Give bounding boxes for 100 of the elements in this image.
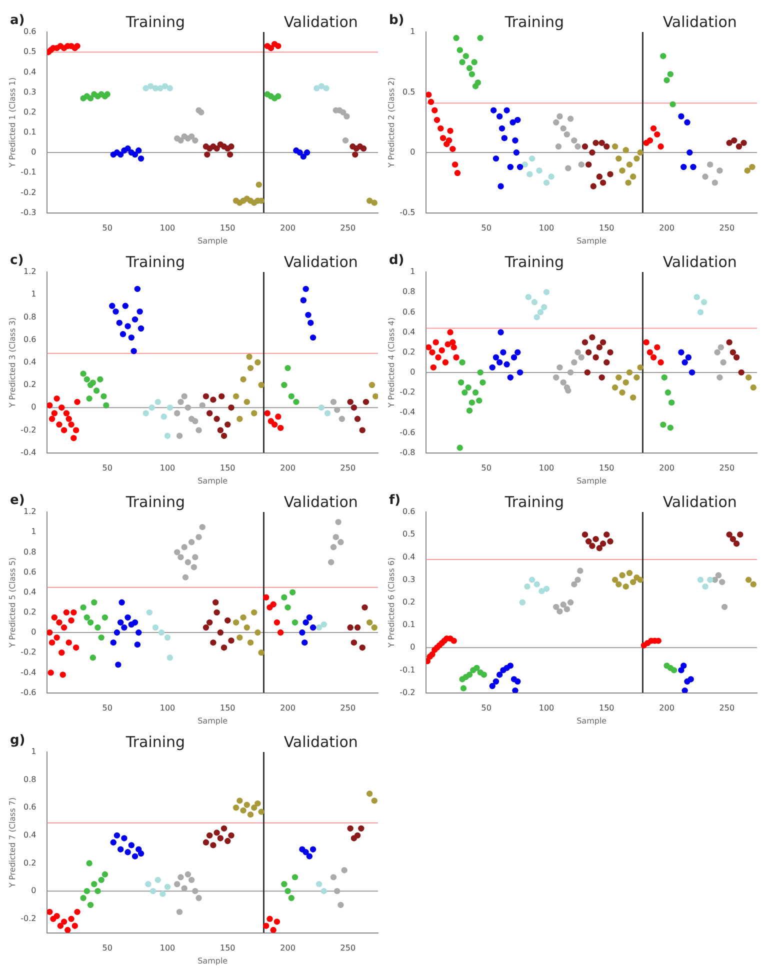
- point: [571, 359, 578, 366]
- point: [468, 71, 476, 78]
- point: [567, 116, 574, 122]
- text: Validation: [662, 13, 737, 31]
- y-axis-title: Y Predicted 7 (Class 7): [8, 797, 17, 888]
- point: [650, 354, 657, 360]
- point: [612, 143, 618, 150]
- point: [181, 393, 188, 400]
- point: [254, 800, 261, 807]
- point: [48, 416, 56, 422]
- point: [514, 678, 521, 685]
- point: [577, 568, 584, 574]
- point: [162, 83, 168, 90]
- x-tick-label: 100: [538, 224, 554, 233]
- point: [277, 424, 284, 432]
- point: [622, 147, 629, 154]
- point: [690, 164, 696, 170]
- point: [320, 621, 327, 628]
- text: Validation: [284, 13, 358, 31]
- point: [224, 838, 231, 844]
- point: [240, 614, 246, 621]
- point: [192, 554, 198, 560]
- point: [178, 554, 184, 560]
- point: [553, 374, 560, 381]
- x-tick-label: 100: [160, 704, 176, 713]
- point: [302, 619, 309, 626]
- point: [680, 662, 687, 669]
- point: [338, 539, 344, 546]
- point: [300, 153, 307, 160]
- y-tick-label: 0.3: [23, 87, 36, 96]
- point: [501, 134, 508, 142]
- point: [598, 140, 605, 146]
- point: [302, 639, 308, 646]
- point: [263, 594, 270, 600]
- point: [270, 601, 276, 608]
- point: [658, 143, 664, 150]
- chart-title: g): [10, 733, 26, 748]
- point: [706, 576, 714, 583]
- y-tick-label: -0.4: [20, 448, 36, 457]
- point: [320, 888, 327, 894]
- y-tick-label: 0.4: [402, 552, 416, 562]
- point: [429, 651, 436, 658]
- point: [220, 825, 228, 832]
- point: [178, 398, 184, 406]
- point: [121, 624, 128, 631]
- point: [244, 624, 250, 631]
- point: [122, 302, 128, 309]
- point: [334, 406, 340, 413]
- point: [721, 604, 728, 610]
- point: [236, 634, 243, 641]
- y-tick-label: 0.1: [402, 620, 416, 630]
- point: [697, 576, 704, 583]
- point: [630, 174, 636, 180]
- point: [553, 604, 560, 610]
- y-tick-label: -0.4: [20, 668, 36, 677]
- point: [714, 349, 720, 356]
- text: Validation: [662, 253, 737, 271]
- y-tick-label: -0.1: [400, 665, 416, 674]
- point: [489, 364, 496, 371]
- y-tick-label: 0.4: [23, 357, 36, 366]
- point: [134, 641, 141, 648]
- point: [64, 926, 71, 933]
- point: [738, 369, 744, 376]
- x-tick-label: 250: [719, 704, 735, 713]
- point: [556, 113, 563, 120]
- point: [289, 589, 296, 596]
- point: [292, 874, 298, 880]
- point: [136, 147, 142, 154]
- y-tick-label: 0.2: [402, 597, 416, 606]
- point: [226, 151, 234, 158]
- point: [306, 614, 313, 621]
- point: [354, 832, 361, 839]
- y-tick-label: 1: [31, 527, 36, 536]
- point: [590, 183, 597, 190]
- point: [434, 116, 440, 124]
- chart-title: a): [10, 13, 25, 28]
- point: [362, 398, 370, 406]
- point: [650, 125, 657, 132]
- point: [70, 609, 77, 616]
- point: [432, 107, 438, 114]
- y-tick-label: -0.5: [400, 208, 416, 217]
- point: [60, 427, 68, 434]
- point: [528, 576, 536, 583]
- point: [281, 382, 288, 388]
- point: [164, 634, 171, 641]
- point: [612, 576, 618, 583]
- point: [489, 682, 496, 690]
- point: [480, 672, 488, 678]
- point: [592, 536, 599, 542]
- point: [702, 174, 708, 180]
- point: [124, 145, 131, 152]
- point: [366, 619, 373, 626]
- point: [726, 532, 732, 538]
- point: [682, 687, 688, 693]
- point: [103, 402, 110, 408]
- point: [166, 404, 174, 411]
- point: [190, 564, 198, 570]
- point: [275, 414, 282, 420]
- point: [100, 393, 107, 400]
- point: [164, 432, 171, 439]
